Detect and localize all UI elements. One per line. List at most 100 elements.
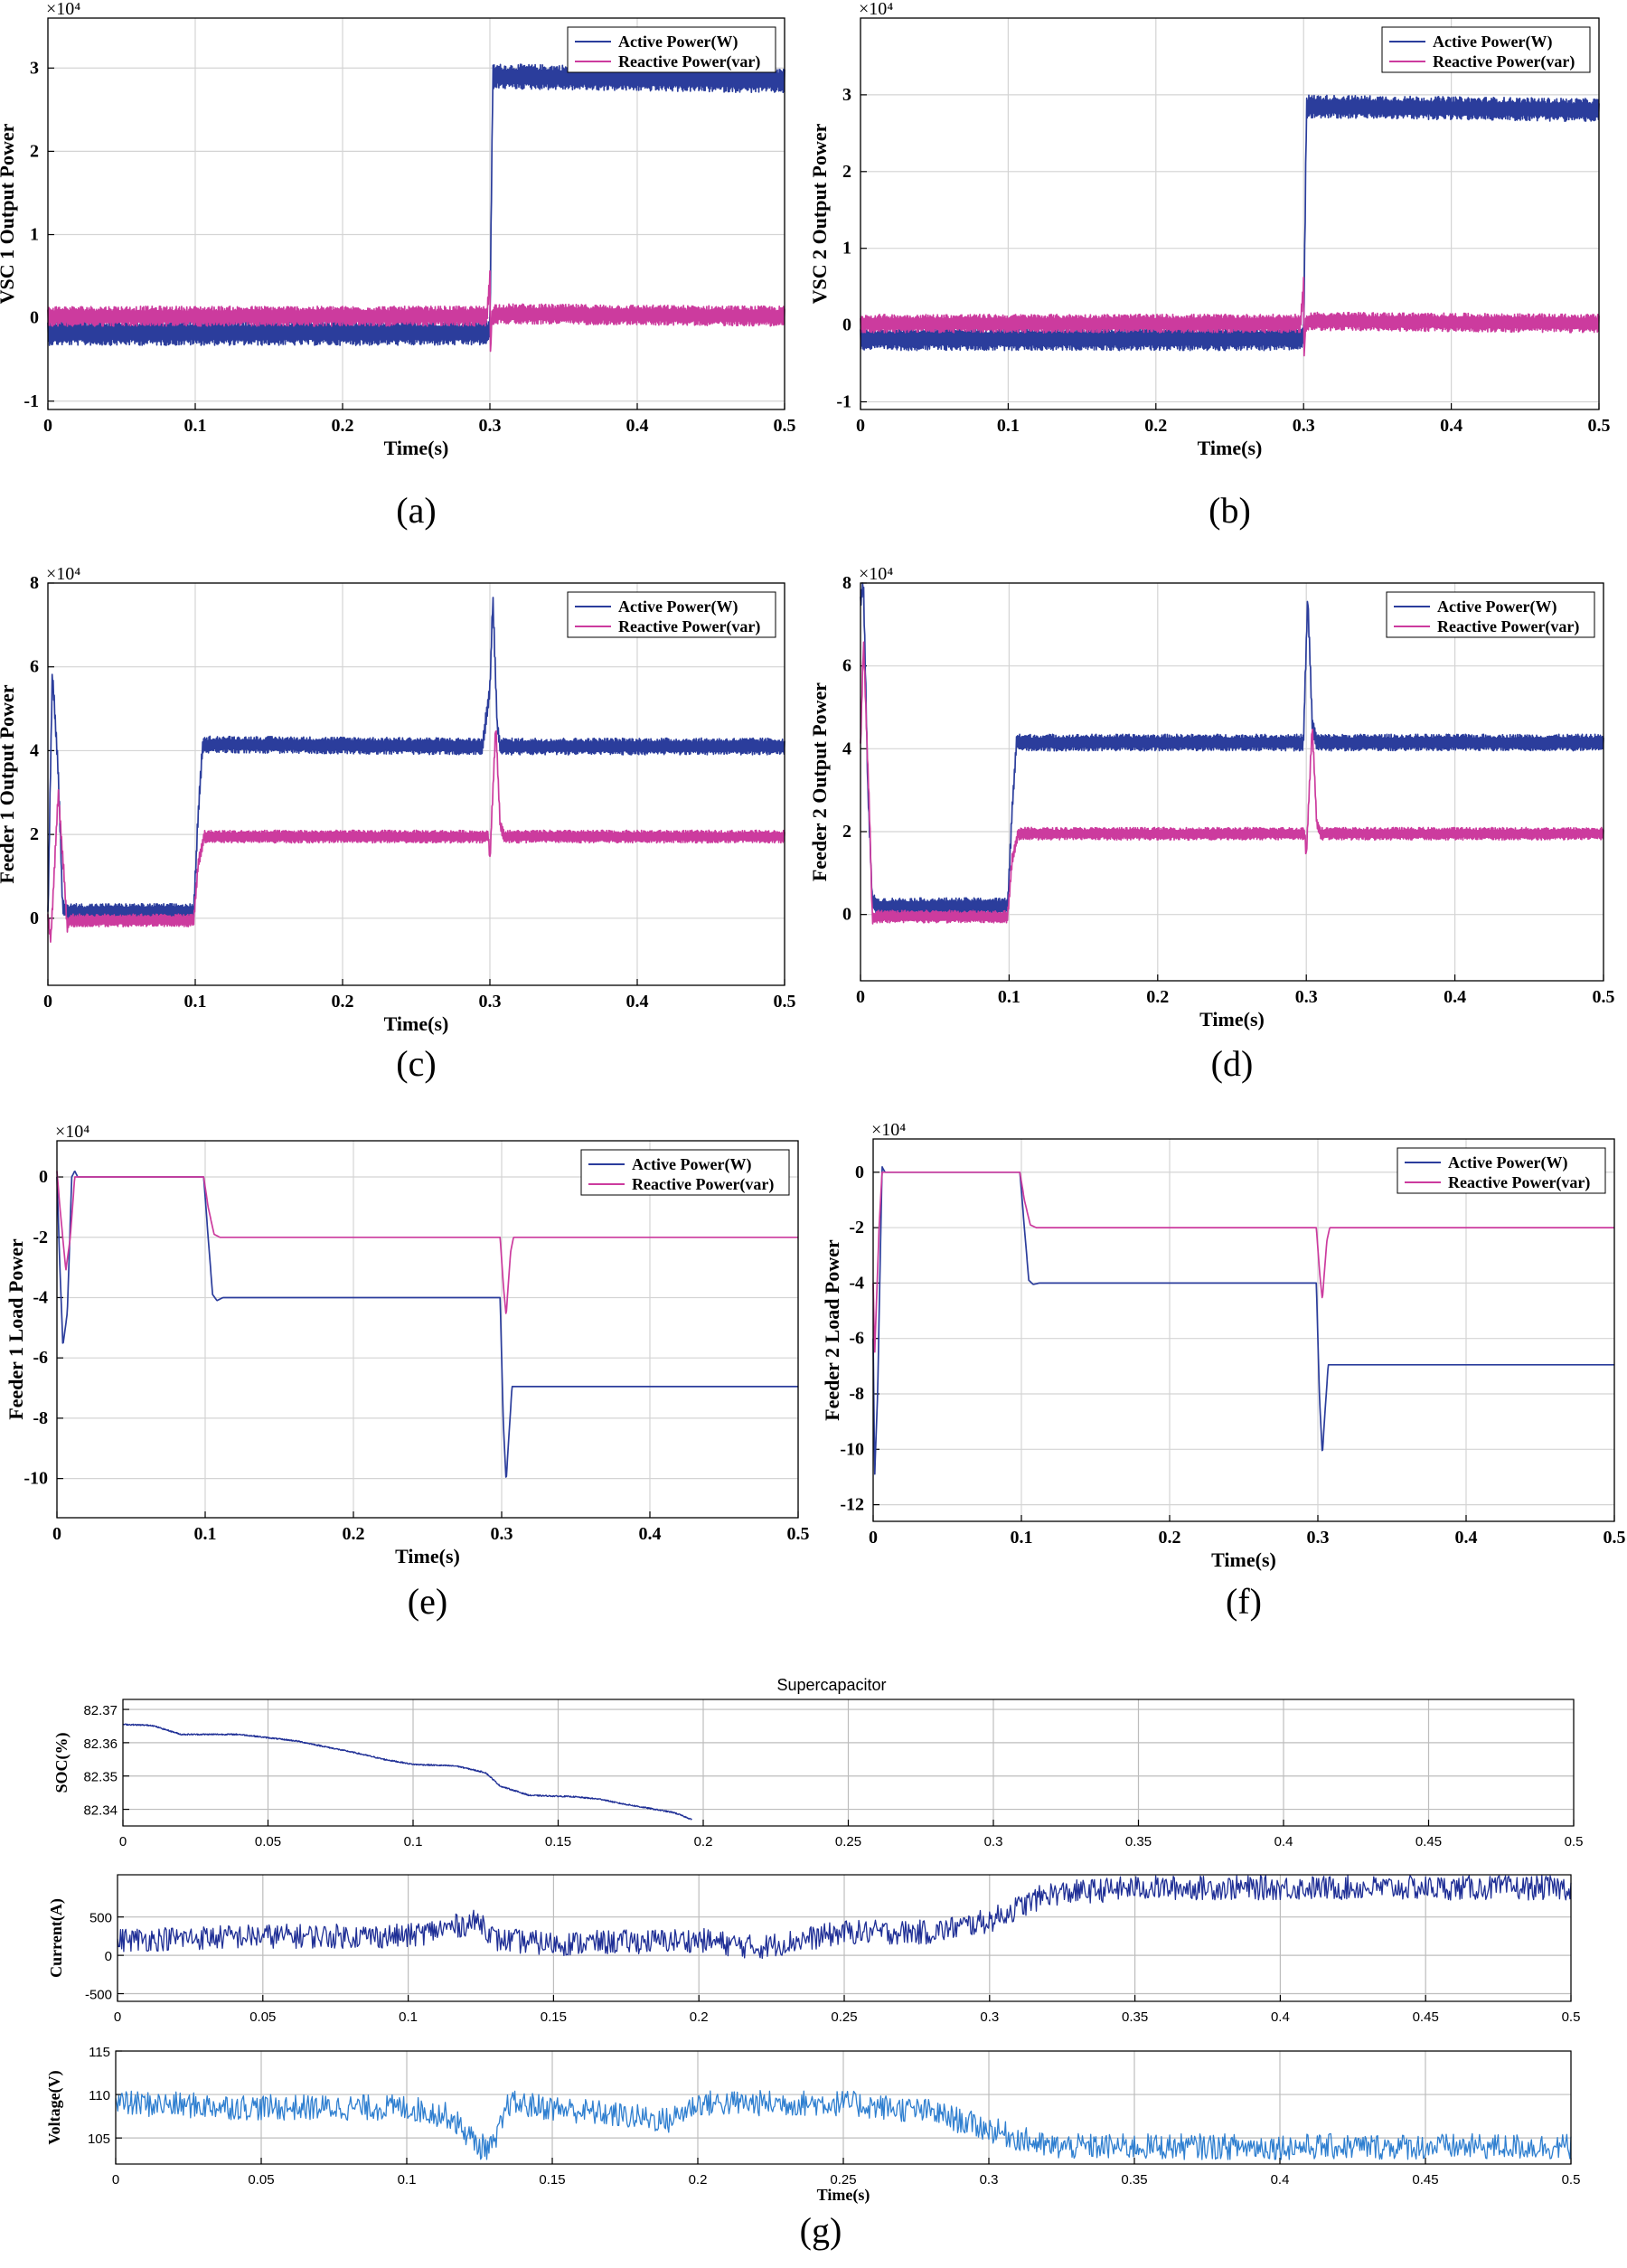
x-tick-label: 0.2 — [332, 416, 354, 436]
y-tick-label: 0 — [842, 315, 851, 335]
x-axis-label: Time(s) — [817, 2186, 870, 2205]
y-tick-label: 8 — [30, 573, 39, 593]
legend-entry: Reactive Power(var) — [618, 617, 760, 636]
x-tick-label: 0.2 — [343, 1524, 365, 1544]
y-tick-label: -2 — [33, 1228, 48, 1247]
x-tick-label: 0.2 — [694, 1834, 713, 1849]
x-tick-label: 0 — [856, 416, 865, 436]
y-tick-label: -12 — [840, 1495, 864, 1515]
x-tick-label: 0.5 — [1603, 1528, 1626, 1548]
x-tick-label: 0.1 — [997, 416, 1020, 436]
plot-frame — [872, 1138, 1615, 1522]
subfigure-caption: (d) — [1211, 1043, 1254, 1084]
legend-entry: Active Power(W) — [1448, 1153, 1567, 1172]
x-tick-label: 0.4 — [1440, 416, 1462, 436]
y-tick-label: -4 — [33, 1287, 48, 1307]
y-tick-label: 4 — [30, 740, 39, 760]
y-tick-label: 1 — [30, 225, 39, 245]
x-tick-label: 0.15 — [539, 2172, 565, 2188]
y-tick-label: 0 — [30, 308, 39, 328]
y-tick-label: 2 — [842, 162, 851, 182]
x-tick-label: 0.5 — [787, 1524, 810, 1544]
legend: Active Power(W)Reactive Power(var) — [580, 1149, 790, 1196]
y-tick-label: 2 — [30, 141, 39, 161]
plot-area — [57, 1141, 798, 1518]
y-axis-label: VSC 2 Output Power — [808, 123, 831, 304]
legend-box — [580, 1149, 790, 1196]
y-tick-label: 8 — [842, 573, 851, 593]
x-tick-label: 0 — [114, 2009, 121, 2025]
y-tick-label: 82.36 — [83, 1736, 118, 1752]
y-tick-label: -10 — [840, 1439, 864, 1459]
legend-entry: Reactive Power(var) — [1437, 617, 1579, 636]
y-tick-label: 105 — [88, 2132, 110, 2147]
y-exponent-label: ×10⁴ — [859, 0, 893, 19]
y-exponent-label: ×10⁴ — [46, 0, 80, 19]
x-tick-label: 0.1 — [184, 992, 207, 1012]
x-tick-label: 0.4 — [626, 416, 649, 436]
x-tick-label: 0.3 — [980, 2009, 999, 2025]
y-tick-label: 2 — [30, 824, 39, 844]
x-axis-label: Time(s) — [1198, 437, 1263, 459]
x-tick-label: 0.05 — [255, 1834, 281, 1849]
reactive-power-line — [872, 1171, 1615, 1353]
y-exponent-label: ×10⁴ — [871, 1120, 906, 1140]
x-tick-label: 0 — [43, 416, 52, 436]
legend-entry: Active Power(W) — [632, 1155, 751, 1174]
x-tick-label: 0.1 — [404, 1834, 423, 1849]
x-tick-label: 0.3 — [984, 1834, 1003, 1849]
x-tick-label: 0.45 — [1413, 2009, 1439, 2025]
y-axis-label: SOC(%) — [52, 1732, 71, 1793]
x-tick-label: 0.3 — [1307, 1528, 1330, 1548]
plot-frame — [117, 1874, 1572, 2002]
subfigure-caption: (a) — [396, 490, 436, 531]
y-tick-label: -8 — [849, 1384, 864, 1404]
y-tick-label: 115 — [89, 2045, 110, 2060]
subfigure-caption: (e) — [408, 1581, 447, 1622]
x-tick-label: 0.35 — [1121, 2172, 1147, 2188]
plot-frame — [860, 17, 1600, 410]
plot-frame — [115, 2050, 1572, 2165]
y-axis-label: Feeder 2 Output Power — [808, 682, 831, 881]
x-tick-label: 0.4 — [626, 992, 649, 1012]
x-tick-label: 0.4 — [1444, 987, 1466, 1007]
reactive-power-line — [860, 641, 1604, 925]
x-tick-label: 0.2 — [1159, 1528, 1181, 1548]
x-axis-label: Time(s) — [395, 1545, 460, 1567]
x-tick-label: 0 — [869, 1528, 878, 1548]
x-tick-label: 0 — [856, 987, 865, 1007]
x-tick-label: 0.5 — [1562, 2009, 1581, 2025]
plot-area — [861, 583, 1603, 981]
subfigure-caption: (g) — [800, 2210, 842, 2251]
x-tick-label: 0.1 — [1011, 1528, 1033, 1548]
x-tick-label: 0.1 — [194, 1524, 217, 1544]
y-tick-label: 2 — [842, 822, 851, 842]
subplot-d: 0 0.1 0.2 0.3 0.4 0.5 0 2 4 6 8 ×10⁴ Time(s) Feeder 2… — [808, 564, 1615, 1084]
legend: Active Power(W)Reactive Power(var) — [1397, 1147, 1606, 1194]
legend-entry: Active Power(W) — [1433, 33, 1552, 52]
legend: Active Power(W)Reactive Power(var) — [567, 591, 776, 638]
y-tick-label: -1 — [24, 391, 39, 411]
x-tick-label: 0.45 — [1412, 2172, 1438, 2188]
y-exponent-label: ×10⁴ — [859, 564, 893, 584]
reactive-power-line — [860, 277, 1600, 357]
legend-box — [1397, 1147, 1606, 1194]
active-power-line — [860, 582, 1604, 916]
y-tick-label: 3 — [30, 58, 39, 78]
y-tick-label: 82.34 — [83, 1803, 118, 1819]
y-tick-label: 0 — [105, 1949, 112, 1964]
x-tick-label: 0.05 — [249, 2009, 276, 2025]
x-tick-label: 0.5 — [774, 416, 796, 436]
x-tick-label: 0.3 — [479, 416, 502, 436]
supercapacitor-series-line — [122, 1723, 692, 1821]
x-axis-label: Time(s) — [1199, 1008, 1265, 1030]
y-tick-label: -2 — [849, 1218, 864, 1238]
x-tick-label: 0.5 — [774, 992, 796, 1012]
legend-entry: Active Power(W) — [1437, 598, 1556, 616]
x-axis-label: Time(s) — [384, 437, 449, 459]
y-tick-label: 110 — [89, 2088, 110, 2103]
